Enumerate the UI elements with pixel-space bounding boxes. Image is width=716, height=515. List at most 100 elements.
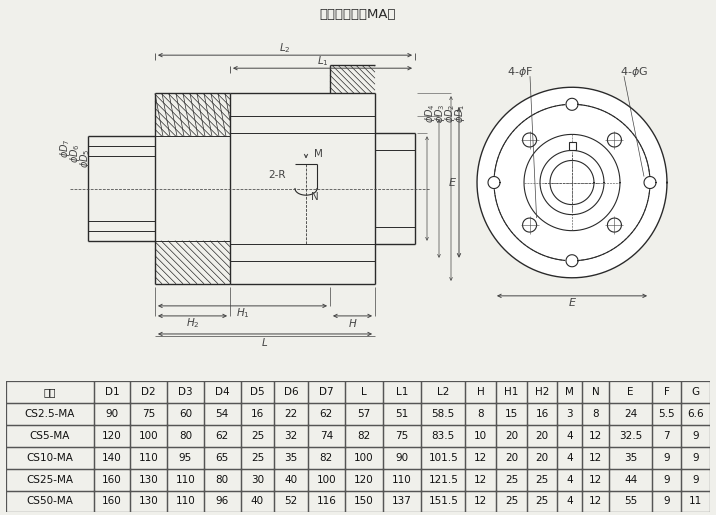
- Text: $\phi D_1$: $\phi D_1$: [453, 104, 467, 123]
- Text: CS10-MA: CS10-MA: [26, 453, 73, 462]
- Text: $H_2$: $H_2$: [185, 316, 199, 330]
- Text: 12: 12: [474, 453, 488, 462]
- Text: 15: 15: [505, 409, 518, 419]
- Text: CS2.5-MA: CS2.5-MA: [24, 409, 75, 419]
- Text: D7: D7: [319, 387, 334, 397]
- Text: $L_2$: $L_2$: [279, 41, 291, 55]
- Text: 110: 110: [139, 453, 159, 462]
- Text: 12: 12: [474, 475, 488, 485]
- Text: 40: 40: [251, 496, 264, 506]
- Text: D1: D1: [105, 387, 120, 397]
- Text: 110: 110: [175, 496, 195, 506]
- Text: 22: 22: [284, 409, 298, 419]
- Polygon shape: [477, 87, 667, 278]
- Text: G: G: [692, 387, 700, 397]
- Text: 130: 130: [139, 475, 159, 485]
- Text: 110: 110: [392, 475, 412, 485]
- Text: $\phi D_5$: $\phi D_5$: [78, 149, 92, 168]
- Text: 75: 75: [142, 409, 155, 419]
- Text: 35: 35: [284, 453, 298, 462]
- Text: 110: 110: [175, 475, 195, 485]
- Text: $\phi D_7$: $\phi D_7$: [58, 139, 72, 158]
- Text: L: L: [361, 387, 367, 397]
- Text: 74: 74: [319, 431, 333, 441]
- Text: 4-$\phi$F: 4-$\phi$F: [507, 65, 533, 79]
- Text: 30: 30: [251, 475, 264, 485]
- Text: 25: 25: [505, 475, 518, 485]
- Polygon shape: [566, 255, 578, 267]
- Text: 32.5: 32.5: [619, 431, 642, 441]
- Text: L2: L2: [437, 387, 450, 397]
- Text: 101.5: 101.5: [428, 453, 458, 462]
- Text: D6: D6: [284, 387, 299, 397]
- Text: 57: 57: [357, 409, 370, 419]
- Text: 44: 44: [624, 475, 637, 485]
- Text: E: E: [569, 298, 576, 308]
- Text: 2-R: 2-R: [268, 169, 286, 180]
- Text: 90: 90: [395, 453, 409, 462]
- Text: N: N: [591, 387, 599, 397]
- Text: 9: 9: [663, 453, 670, 462]
- Text: 40: 40: [284, 475, 298, 485]
- Text: 20: 20: [536, 453, 548, 462]
- Text: 35: 35: [624, 453, 637, 462]
- Text: 4: 4: [566, 496, 573, 506]
- Text: 20: 20: [505, 431, 518, 441]
- Polygon shape: [607, 133, 621, 147]
- Text: $L_1$: $L_1$: [316, 54, 329, 68]
- Text: 5.5: 5.5: [658, 409, 675, 419]
- Text: 8: 8: [592, 409, 599, 419]
- Text: 120: 120: [102, 431, 122, 441]
- Text: E: E: [448, 178, 455, 187]
- Text: 62: 62: [216, 431, 229, 441]
- Text: 12: 12: [589, 453, 602, 462]
- Text: 82: 82: [319, 453, 333, 462]
- Text: 10: 10: [474, 431, 488, 441]
- Text: 116: 116: [316, 496, 337, 506]
- Text: 25: 25: [536, 496, 548, 506]
- Text: 58.5: 58.5: [432, 409, 455, 419]
- Text: N: N: [311, 192, 319, 201]
- Text: 137: 137: [392, 496, 412, 506]
- Text: 82: 82: [357, 431, 370, 441]
- Text: 4: 4: [566, 453, 573, 462]
- Text: 20: 20: [536, 431, 548, 441]
- Text: 8: 8: [478, 409, 484, 419]
- Text: 100: 100: [354, 453, 374, 462]
- Text: 140: 140: [102, 453, 122, 462]
- Text: H: H: [477, 387, 485, 397]
- Text: 12: 12: [589, 475, 602, 485]
- Text: 20: 20: [505, 453, 518, 462]
- Text: 100: 100: [316, 475, 336, 485]
- Text: 9: 9: [692, 431, 699, 441]
- Text: 121.5: 121.5: [428, 475, 458, 485]
- Text: 100: 100: [139, 431, 158, 441]
- Text: 62: 62: [319, 409, 333, 419]
- Text: F: F: [664, 387, 669, 397]
- Text: E: E: [627, 387, 634, 397]
- Text: $\phi D_4$: $\phi D_4$: [423, 104, 437, 123]
- Text: 16: 16: [536, 409, 548, 419]
- Polygon shape: [566, 98, 578, 110]
- Text: 12: 12: [474, 496, 488, 506]
- Text: $L$: $L$: [261, 336, 268, 348]
- Text: $\phi D_6$: $\phi D_6$: [68, 144, 82, 163]
- Text: 4-$\phi$G: 4-$\phi$G: [620, 65, 648, 79]
- Text: 电机联接座（MA）: 电机联接座（MA）: [320, 8, 396, 21]
- Text: 80: 80: [216, 475, 229, 485]
- Text: L1: L1: [396, 387, 408, 397]
- Text: 24: 24: [624, 409, 637, 419]
- Text: 151.5: 151.5: [428, 496, 458, 506]
- Text: 96: 96: [216, 496, 229, 506]
- Text: $H_1$: $H_1$: [236, 306, 249, 320]
- Text: 16: 16: [251, 409, 264, 419]
- Text: 120: 120: [354, 475, 374, 485]
- Text: CS5-MA: CS5-MA: [29, 431, 70, 441]
- Polygon shape: [607, 218, 621, 232]
- Text: H1: H1: [504, 387, 518, 397]
- Text: 60: 60: [179, 409, 192, 419]
- Text: D5: D5: [250, 387, 265, 397]
- Text: 95: 95: [179, 453, 192, 462]
- Text: 12: 12: [589, 431, 602, 441]
- Text: 9: 9: [692, 453, 699, 462]
